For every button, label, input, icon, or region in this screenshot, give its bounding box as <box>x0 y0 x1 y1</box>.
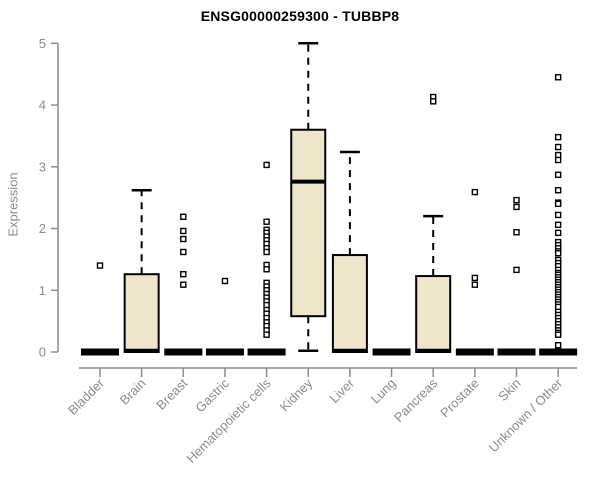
outlier-point <box>513 196 520 204</box>
outlier-point <box>471 274 479 282</box>
flat-box-0 <box>81 348 119 356</box>
outlier-point <box>554 331 562 338</box>
outlier-point <box>554 143 562 151</box>
flat-box-3 <box>205 348 244 356</box>
x-tick-label: Skin <box>495 376 523 404</box>
outlier-point <box>180 213 187 220</box>
iqr-box-8 <box>415 275 452 354</box>
x-tick-label: Gastric <box>192 375 232 415</box>
outlier-point <box>180 271 187 278</box>
outlier-point <box>554 156 562 164</box>
x-tick-label: Brain <box>117 376 149 408</box>
outlier-point <box>513 229 520 236</box>
y-axis-label: Expression <box>5 172 21 237</box>
x-tick-label: Lung <box>368 376 399 407</box>
outlier-point <box>513 203 520 211</box>
flat-box-4 <box>247 348 286 356</box>
outlier-point <box>554 342 562 349</box>
x-tick-label: Pancreas <box>391 375 441 425</box>
flat-box-2 <box>164 348 203 356</box>
outlier-point <box>263 218 270 225</box>
outlier-point <box>263 248 270 256</box>
y-tick-label: 1 <box>39 283 46 298</box>
outlier-point <box>554 229 562 237</box>
x-tick-label: Breast <box>153 375 190 412</box>
outlier-point <box>554 133 562 141</box>
y-tick-label: 5 <box>39 36 46 51</box>
iqr-box-5 <box>290 128 327 318</box>
y-tick-label: 3 <box>39 159 46 174</box>
chart-title: ENSG00000259300 - TUBBP8 <box>200 8 400 24</box>
x-tick-label: Bladder <box>65 375 108 418</box>
flat-box-7 <box>372 348 411 356</box>
flat-box-9 <box>455 348 494 356</box>
outlier-point <box>554 171 562 179</box>
x-tick-label: Unknown / Other <box>486 375 566 455</box>
outlier-point <box>554 200 562 208</box>
iqr-box-1 <box>123 273 160 354</box>
outlier-point <box>554 250 562 257</box>
outlier-point <box>263 266 270 273</box>
outlier-point <box>554 221 562 229</box>
outlier-point <box>180 248 187 256</box>
y-tick-label: 0 <box>39 345 46 360</box>
x-tick-label: Prostate <box>437 376 482 421</box>
x-tick-label: Liver <box>326 375 357 406</box>
outlier-point <box>471 188 479 196</box>
outlier-point <box>180 227 187 235</box>
y-tick-label: 2 <box>39 221 46 236</box>
outlier-point <box>430 98 437 105</box>
y-tick-label: 4 <box>39 98 46 113</box>
outlier-point <box>471 281 479 288</box>
x-tick-label: Kidney <box>277 375 316 414</box>
outlier-point <box>263 161 270 169</box>
outlier-point <box>96 262 104 269</box>
outlier-point <box>554 74 562 81</box>
outlier-point <box>554 211 562 219</box>
outlier-point <box>221 277 229 285</box>
outlier-point <box>180 281 187 288</box>
flat-box-11 <box>539 348 578 356</box>
outlier-point <box>554 187 562 194</box>
flat-box-10 <box>497 348 536 356</box>
iqr-box-6 <box>331 254 368 354</box>
outlier-point <box>180 235 187 243</box>
outlier-point <box>513 266 520 274</box>
outlier-point <box>263 331 270 338</box>
